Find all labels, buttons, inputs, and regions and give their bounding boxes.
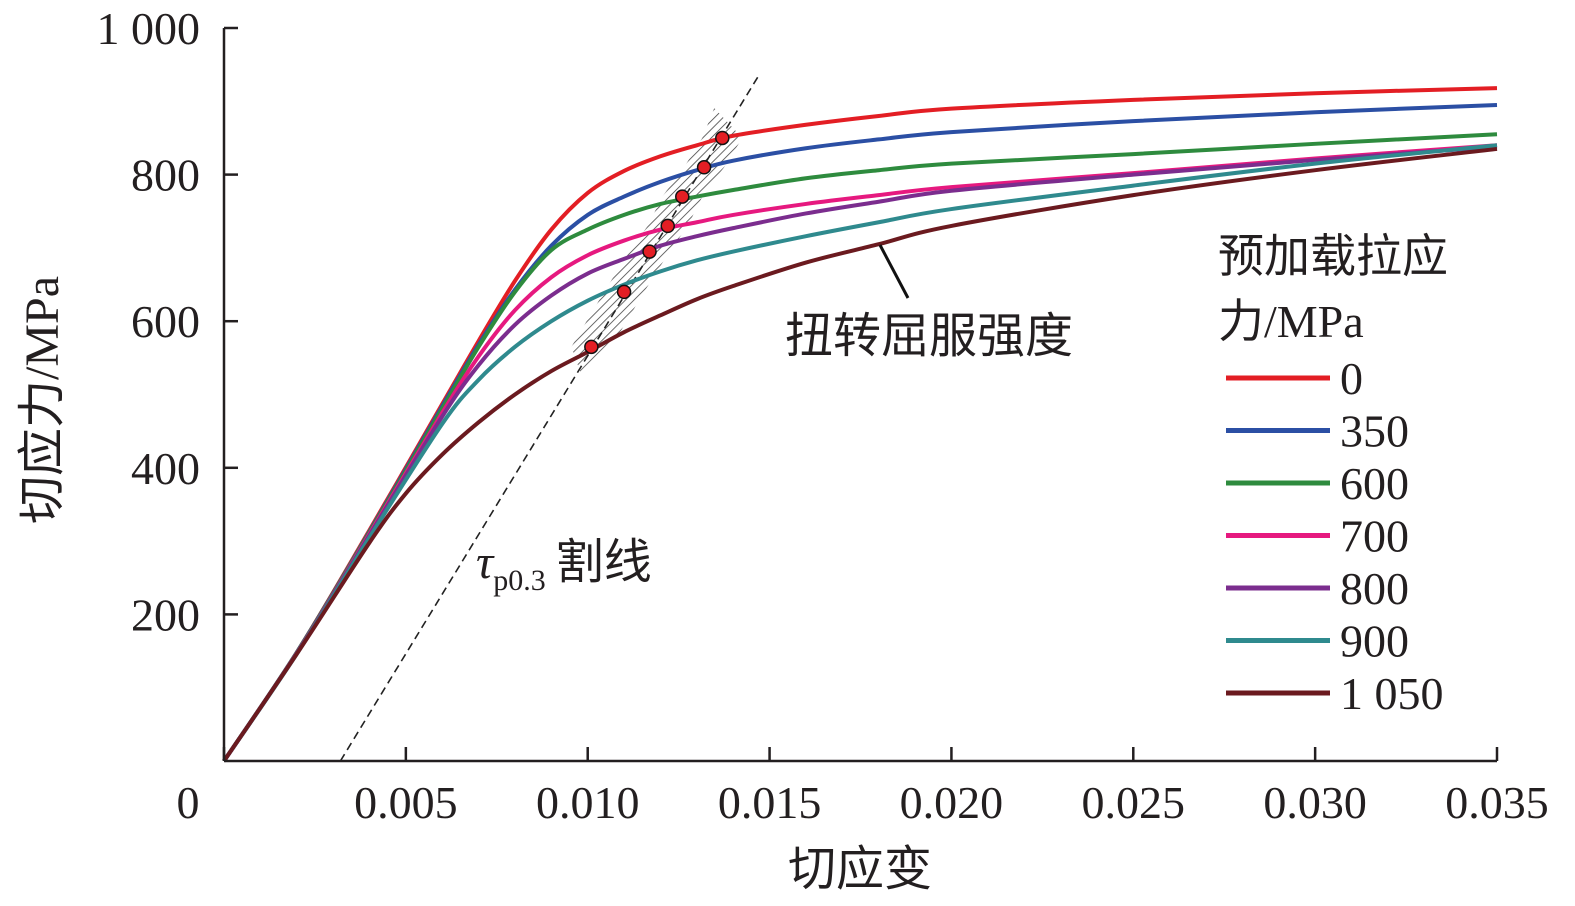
y-tick-label: 200 bbox=[131, 589, 200, 640]
secant-subscript: p0.3 bbox=[493, 564, 546, 597]
legend-label-800: 800 bbox=[1340, 563, 1409, 614]
y-tick-label: 600 bbox=[131, 296, 200, 347]
y-tick-label: 400 bbox=[131, 443, 200, 494]
x-tick-label: 0.015 bbox=[718, 777, 822, 828]
secant-line bbox=[339, 75, 760, 762]
yield-point-600 bbox=[675, 189, 690, 204]
yield-hatch-polygon bbox=[571, 107, 743, 375]
legend-label-0: 0 bbox=[1340, 353, 1363, 404]
legend-title-line2: 力/MPa bbox=[1218, 296, 1364, 347]
series-line-800 bbox=[222, 144, 1498, 763]
series-line-0 bbox=[222, 86, 1498, 763]
x-tick-label: 0.020 bbox=[900, 777, 1004, 828]
y-axis-title: 切应力/MPa bbox=[16, 276, 69, 524]
legend-title-line1: 预加载拉应 bbox=[1218, 231, 1448, 282]
legend-label-600: 600 bbox=[1340, 458, 1409, 509]
series-line-1050 bbox=[222, 146, 1498, 763]
y-tick-label: 1 000 bbox=[97, 3, 201, 54]
x-tick-label: 0.025 bbox=[1082, 777, 1186, 828]
yield-point-1050 bbox=[584, 339, 599, 355]
axes: 0 0.005 0.010 0.015 0.020 0.025 0.030 0.035 200 4… bbox=[97, 3, 1549, 828]
yield-region-hatch bbox=[571, 107, 743, 375]
yield-point-900 bbox=[616, 284, 632, 300]
x-tick-label: 0.005 bbox=[354, 777, 458, 828]
yield-label-leader bbox=[878, 244, 910, 299]
x-tick-label: 0.030 bbox=[1263, 777, 1367, 828]
secant-text: 割线 bbox=[556, 536, 652, 589]
x-tick-label: 0 bbox=[177, 777, 200, 828]
y-tick-label: 800 bbox=[131, 150, 200, 201]
series-lines bbox=[222, 86, 1498, 763]
x-tick-label: 0.035 bbox=[1445, 777, 1549, 828]
secant-label: τp0.3 割线 bbox=[476, 536, 652, 597]
secant-symbol: τ bbox=[476, 536, 495, 589]
yield-point-0 bbox=[715, 130, 730, 146]
yield-point-800 bbox=[642, 244, 657, 259]
yield-strength-label: 扭转屈服强度 bbox=[785, 310, 1073, 363]
legend-label-700: 700 bbox=[1340, 511, 1409, 562]
yield-point-700 bbox=[660, 218, 675, 234]
x-tick-label: 0.010 bbox=[536, 777, 640, 828]
legend-label-1050: 1 050 bbox=[1340, 668, 1444, 719]
x-axis-title: 切应变 bbox=[788, 843, 932, 896]
legend-label-350: 350 bbox=[1340, 406, 1409, 457]
yield-point-markers bbox=[584, 130, 730, 355]
series-line-900 bbox=[222, 143, 1498, 763]
legend-label-900: 900 bbox=[1340, 616, 1409, 667]
yield-point-350 bbox=[696, 160, 712, 175]
